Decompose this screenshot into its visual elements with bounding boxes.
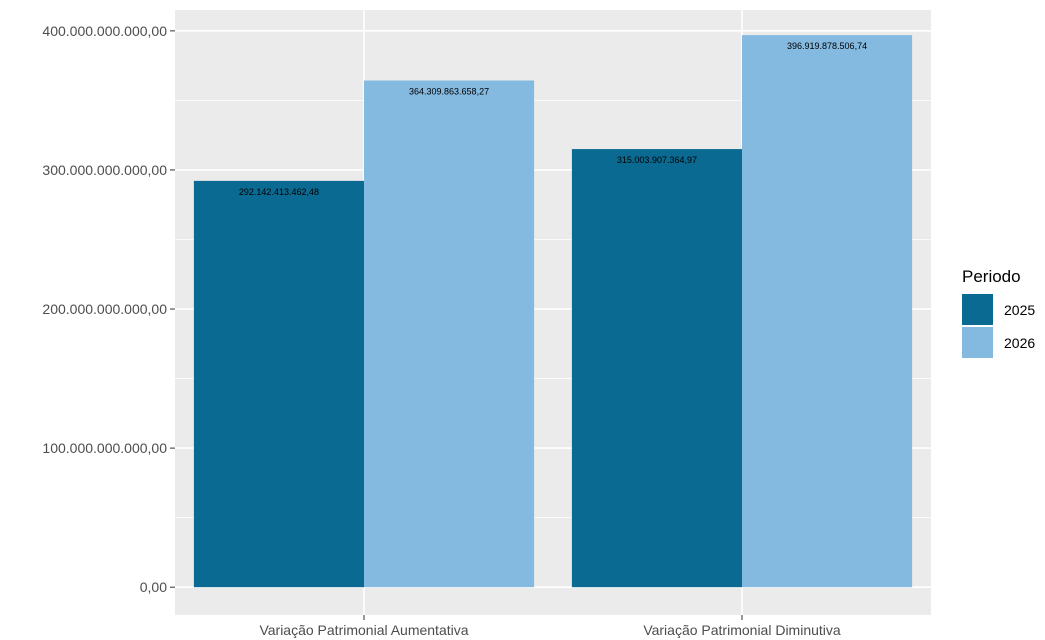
bar-value-label: 396.919.878.506,74 xyxy=(787,41,867,51)
bar-2025-2 xyxy=(571,149,742,588)
x-tick-label: Variação Patrimonial Aumentativa xyxy=(259,622,468,638)
y-tick-label: 300.000.000.000,00 xyxy=(42,162,167,178)
x-tick-label: Variação Patrimonial Diminutiva xyxy=(643,622,841,638)
y-axis: 0,00 100.000.000.000,00 200.000.000.000,00… xyxy=(42,23,175,595)
bar-2025-1 xyxy=(193,180,364,588)
bar-value-label: 315.003.907.364,97 xyxy=(617,155,697,165)
bar-value-label: 292.142.413.462,48 xyxy=(239,187,319,197)
bar-2026-1 xyxy=(364,80,535,588)
y-tick-label: 0,00 xyxy=(140,579,167,595)
y-tick-label: 200.000.000.000,00 xyxy=(42,301,167,317)
legend: Periodo 2025 2026 xyxy=(962,267,1035,358)
legend-title: Periodo xyxy=(962,267,1021,286)
legend-key-2026 xyxy=(962,327,993,358)
x-axis: Variação Patrimonial Aumentativa Variação… xyxy=(259,615,841,638)
legend-label-2026: 2026 xyxy=(1004,335,1035,351)
bar-2026-2 xyxy=(742,35,913,588)
legend-label-2025: 2025 xyxy=(1004,302,1035,318)
y-tick-label: 100.000.000.000,00 xyxy=(42,440,167,456)
y-tick-label: 400.000.000.000,00 xyxy=(42,23,167,39)
bars: 292.142.413.462,48 364.309.863.658,27 315.… xyxy=(193,35,913,588)
bar-value-label: 364.309.863.658,27 xyxy=(409,87,489,97)
legend-key-2025 xyxy=(962,294,993,325)
